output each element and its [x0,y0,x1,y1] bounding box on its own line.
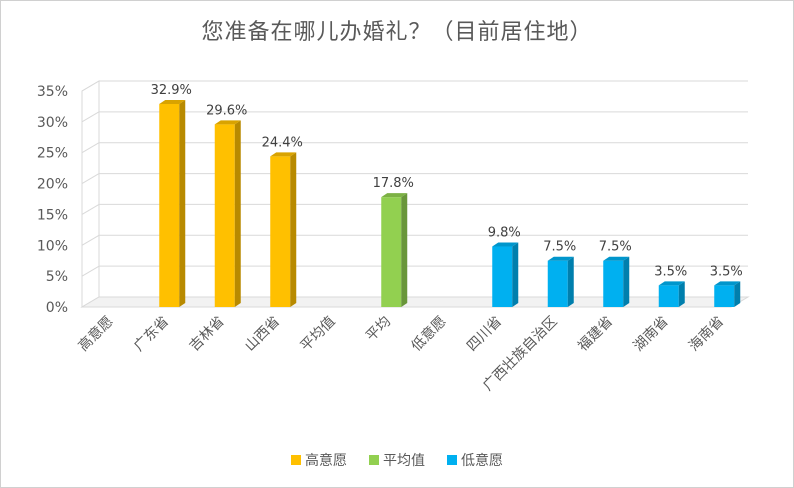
chart-plot: 0% 5% 10% 15% 20% 25% 30% 35% 高意愿 32.9% 广东省 29.6% 吉林… [37,80,750,394]
legend-item: 平均值 [369,450,425,470]
bar-side [179,99,186,308]
chart-legend: 高意愿 平均值 低意愿 [0,450,794,470]
data-label: 9.8% [488,226,521,241]
chart-side-wall [81,80,100,308]
y-tick-label: 25% [37,146,68,162]
category-label: 海南省 [686,314,727,355]
gridline-side [81,142,100,154]
legend-label: 低意愿 [461,453,503,469]
data-label: 24.4% [262,135,303,150]
category-label: 福建省 [575,314,616,355]
bar-side [290,152,297,307]
category-label: 平均值 [298,314,339,355]
bar-top [270,152,297,157]
bar-side [734,281,741,307]
bar-front [492,246,513,307]
data-label: 29.6% [206,103,247,118]
gridline-side [81,234,100,246]
data-label: 7.5% [543,240,576,255]
bar-side [623,256,630,307]
category-label: 广东省 [131,314,172,355]
legend-item: 低意愿 [447,450,503,470]
bar-front [603,260,624,307]
bar-side [234,120,241,307]
category-label: 四川省 [464,314,505,355]
legend-label: 平均值 [383,453,425,469]
gridline-side [81,265,100,277]
bar-top [159,99,186,104]
category-label: 山西省 [242,314,283,355]
bar-side [567,256,574,307]
gridline-side [81,111,100,123]
bar-top [381,193,408,198]
category-label: 吉林省 [187,314,228,355]
y-tick-label: 20% [37,177,68,193]
bar-top [714,281,741,286]
y-tick-label: 5% [46,269,68,285]
bar-top [214,120,241,125]
gridline-side [81,173,100,185]
bar-front [270,156,291,307]
bar-front [381,197,402,307]
legend-swatch [447,455,457,465]
chart-title: 您准备在哪儿办婚礼？（目前居住地） [201,20,593,45]
category-label: 平均 [363,314,394,345]
bar-top [547,256,574,261]
legend-label: 高意愿 [305,453,347,469]
data-label: 3.5% [710,264,743,279]
data-label: 17.8% [373,176,414,191]
data-label: 7.5% [599,240,632,255]
data-label: 3.5% [654,264,687,279]
data-label: 32.9% [151,83,192,98]
legend-swatch [291,455,301,465]
category-label: 低意愿 [408,313,450,355]
bar-front [214,124,235,307]
category-label: 湖南省 [631,314,672,355]
gridline-side [81,80,100,92]
legend-swatch [369,455,379,465]
bar-front [658,285,679,307]
bar-front [547,260,568,307]
y-tick-label: 10% [37,238,68,254]
gridline-side [81,203,100,215]
y-tick-label: 35% [37,84,68,100]
bar-side [512,242,519,307]
bar-front [714,285,735,307]
category-label: 高意愿 [75,313,117,355]
legend-item: 高意愿 [291,450,347,470]
y-tick-label: 30% [37,115,68,131]
y-tick-label: 15% [37,207,68,223]
bar-side [678,281,685,307]
bar-top [658,281,685,286]
bar-top [603,256,630,261]
y-tick-label: 0% [46,300,68,316]
bar-top [492,242,519,247]
bar-front [159,103,180,308]
bar-side [401,193,408,307]
chart-floor [80,296,750,308]
